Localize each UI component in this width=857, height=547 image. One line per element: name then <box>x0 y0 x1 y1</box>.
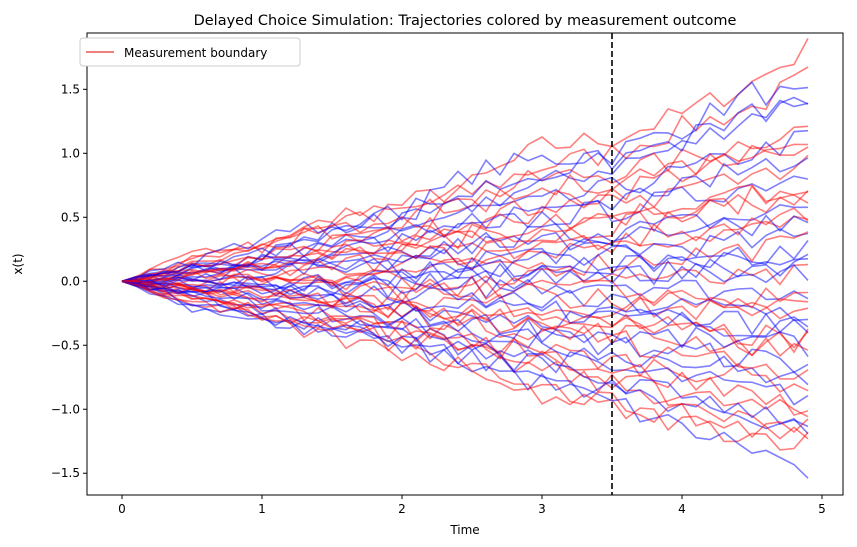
x-axis-ticks: 0 1 2 3 4 5 <box>118 495 826 516</box>
y-axis-ticks: −1.5 −1.0 −0.5 0.0 0.5 1.0 1.5 <box>51 82 87 480</box>
y-tick-label: −1.5 <box>51 466 80 480</box>
trajectory-line-45 <box>121 190 809 283</box>
y-tick-label: 1.0 <box>61 146 80 160</box>
plot-frame <box>86 32 844 496</box>
trajectory-line-37 <box>121 154 809 283</box>
trajectory-line-4 <box>121 125 809 283</box>
trajectory-line-18 <box>121 280 809 357</box>
trajectory-series-group <box>121 38 809 479</box>
trajectory-line-44 <box>121 157 809 283</box>
trajectory-line-27 <box>121 96 809 283</box>
trajectory-line-26 <box>121 280 809 440</box>
y-tick-label: −0.5 <box>51 338 80 352</box>
y-axis-label: x(t) <box>11 253 25 274</box>
chart-title: Delayed Choice Simulation: Trajectories … <box>194 13 737 29</box>
y-tick-label: 0.5 <box>61 210 80 224</box>
x-tick-label: 5 <box>818 502 826 516</box>
trajectory-line-20 <box>121 280 809 393</box>
trajectory-line-13 <box>121 253 809 290</box>
trajectory-line-43 <box>121 280 809 439</box>
trajectory-line-7 <box>121 175 809 283</box>
trajectory-line-48 <box>121 278 809 336</box>
legend-box <box>79 37 301 67</box>
trajectory-line-6 <box>121 143 809 283</box>
trajectory-line-28 <box>121 144 809 283</box>
x-tick-label: 4 <box>678 502 686 516</box>
x-tick-label: 1 <box>258 502 266 516</box>
x-tick-label: 0 <box>118 502 126 516</box>
x-tick-label: 2 <box>398 502 406 516</box>
trajectory-line-42 <box>121 280 809 428</box>
x-axis-label: Time <box>449 523 479 537</box>
y-tick-label: 0.0 <box>61 274 80 288</box>
x-tick-label: 3 <box>538 502 546 516</box>
trajectory-line-11 <box>121 228 809 284</box>
trajectory-line-49 <box>121 280 809 380</box>
trajectory-line-25 <box>121 280 809 479</box>
trajectory-line-47 <box>121 269 809 309</box>
y-tick-label: −1.0 <box>51 402 80 416</box>
legend-label: Measurement boundary <box>124 46 267 60</box>
trajectory-line-40 <box>121 280 809 386</box>
y-tick-label: 1.5 <box>61 82 80 96</box>
trajectory-line-38 <box>121 260 809 297</box>
legend: Measurement boundary <box>79 37 301 67</box>
